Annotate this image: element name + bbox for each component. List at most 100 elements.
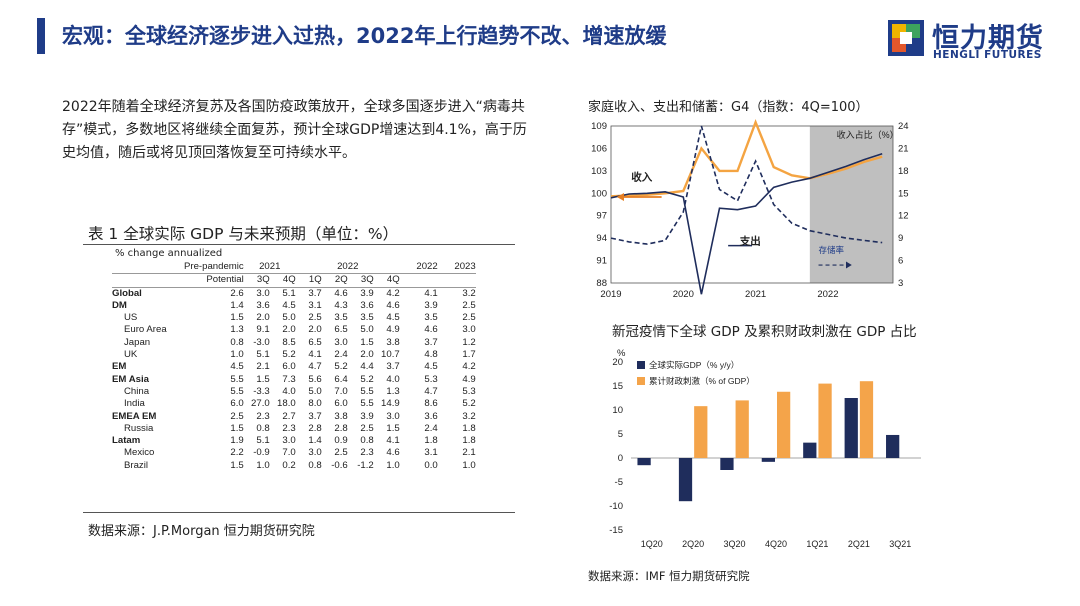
table-cell: 0.8 — [308, 459, 322, 471]
table-cell: 4.5 — [386, 312, 400, 324]
table-cell: 3.9 — [424, 299, 438, 311]
table-header-row-1: Pre-pandemic 2021 2022 2022 2023 — [112, 261, 476, 275]
table-row: EM Asia 5.5 1.5 7.3 5.6 6.4 5.2 4.0 5.3 4.9 — [112, 374, 476, 386]
chart1-title: 家庭收入、支出和储蓄：G4（指数：4Q=100） — [588, 100, 869, 115]
table-cell: 5.1 — [282, 287, 296, 299]
table-cell: 5.2 — [334, 361, 348, 373]
row-label: Global — [112, 287, 142, 299]
table-cell: 4.2 — [386, 287, 400, 299]
table-cell: 2.1 — [256, 361, 270, 373]
y-right-tick-label: 24 — [898, 121, 909, 132]
legend-swatch — [637, 377, 645, 385]
table-cell: 2.5 — [462, 312, 476, 324]
table-cell: 0.0 — [424, 459, 438, 471]
table-title: 表 1 全球实际 GDP 与未来预期（单位：%） — [88, 225, 399, 243]
table-cell: 3.6 — [424, 410, 438, 422]
bar-fiscal-2Q20 — [694, 406, 708, 458]
bar-gdp-3Q20 — [720, 458, 734, 470]
table-cell: 4.4 — [360, 361, 374, 373]
table-row: China 5.5 -3.3 4.0 5.0 7.0 5.5 1.3 4.7 5.3 — [112, 386, 476, 398]
table-cell: 6.4 — [334, 373, 348, 385]
row-label: Latam — [112, 435, 141, 447]
table-cell: 2.5 — [230, 410, 244, 422]
table-cell: 4.6 — [334, 287, 348, 299]
row-label: India — [124, 398, 145, 410]
y-right-tick-label: 6 — [898, 256, 903, 267]
row-label: Brazil — [124, 459, 148, 471]
table-cell: 2.3 — [282, 422, 296, 434]
table-cell: -3.0 — [253, 336, 270, 348]
table-cell: 3.5 — [360, 312, 374, 324]
bar-gdp-1Q21 — [803, 442, 817, 458]
table-cell: 2.0 — [282, 324, 296, 336]
y-left-tick-label: 103 — [591, 166, 607, 177]
y-tick-label: -10 — [609, 501, 623, 512]
table-row: UK 1.0 5.1 5.2 4.1 2.4 2.0 10.7 4.8 1.7 — [112, 349, 476, 361]
intro-paragraph: 2022年随着全球经济复苏及各国防疫政策放开，全球多国逐步进入“病毒共存”模式，… — [62, 99, 527, 161]
table-cell: 10.7 — [381, 349, 400, 361]
y-tick-label: 0 — [618, 453, 623, 464]
table-cell: 4.5 — [230, 361, 244, 373]
table-cell: 1.2 — [462, 336, 476, 348]
table-bottom-rule — [83, 512, 515, 513]
household-income-chart: 88 91 94 97 100 103 106 109 3 6 9 12 15 18 21 24 2019 202… — [591, 118, 909, 300]
table-cell: 1.5 — [230, 312, 244, 324]
table-cell: 1.8 — [462, 435, 476, 447]
table-cell: 1.5 — [230, 422, 244, 434]
bar-gdp-2Q20 — [678, 458, 693, 502]
header-3q-2022: 3Q — [347, 273, 374, 288]
header-2021: 2021 — [243, 261, 296, 275]
table-cell: 3.9 — [360, 410, 374, 422]
table-cell: 6.0 — [282, 361, 296, 373]
y-left-tick-label: 88 — [596, 278, 607, 289]
table-cell: -1.2 — [357, 459, 374, 471]
table-cell: 5.3 — [462, 385, 476, 397]
table-cell: 2.0 — [360, 349, 374, 361]
x-tick-label: 2Q21 — [848, 539, 870, 549]
table-cell: 8.6 — [424, 398, 438, 410]
forecast-shaded-region — [809, 126, 893, 283]
table-cell: 3.0 — [462, 324, 476, 336]
x-tick-label: 2021 — [745, 289, 766, 300]
legend-label: 全球实际GDP（% y/y） — [649, 360, 739, 370]
y-left-tick-label: 109 — [591, 121, 607, 132]
header-4q-2022: 4Q — [373, 273, 400, 288]
table-cell: 2.4 — [424, 422, 438, 434]
table-cell: 5.0 — [308, 385, 322, 397]
table-cell: 1.4 — [308, 435, 322, 447]
table-row: India 6.0 27.0 18.0 8.0 6.0 5.5 14.9 8.6 5.2 — [112, 398, 476, 410]
legend-swatch — [637, 361, 645, 369]
table-cell: 7.0 — [334, 385, 348, 397]
table-source: 数据来源：J.P.Morgan 恒力期货研究院 — [88, 524, 315, 539]
hengli-logo-icon — [888, 20, 924, 56]
table-cell: 5.6 — [308, 373, 322, 385]
table-cell: 2.4 — [334, 349, 348, 361]
y-left-tick-label: 97 — [596, 211, 607, 222]
table-cell: 18.0 — [277, 398, 296, 410]
table-cell: 5.0 — [282, 312, 296, 324]
logo-text-cn: 恒力期货 — [932, 23, 1044, 54]
annotation-saving-rate: 存储率 — [819, 245, 845, 255]
y-right-tick-label: 9 — [898, 233, 903, 244]
table-cell: 4.2 — [462, 361, 476, 373]
table-cell: 3.2 — [462, 410, 476, 422]
header-2023-annual: 2023 — [437, 261, 476, 275]
table-cell: 4.0 — [386, 373, 400, 385]
table-cell: 4.6 — [386, 447, 400, 459]
table-cell: 27.0 — [251, 398, 270, 410]
table-cell: 0.8 — [256, 422, 270, 434]
annotation-income: 收入 — [631, 171, 652, 184]
table-cell: 3.7 — [424, 336, 438, 348]
table-cell: 1.0 — [256, 459, 270, 471]
table-cell: 0.9 — [334, 435, 348, 447]
table-cell: -0.6 — [331, 459, 348, 471]
table-cell: 3.0 — [334, 336, 348, 348]
header-1q-2022: 1Q — [295, 273, 322, 288]
table-row: Latam 1.9 5.1 3.0 1.4 0.9 0.8 4.1 1.8 1.8 — [112, 435, 476, 447]
table-cell: 7.0 — [282, 447, 296, 459]
table-cell: 2.5 — [334, 447, 348, 459]
table-cell: 6.0 — [230, 398, 244, 410]
y-tick-label: 5 — [618, 429, 623, 440]
x-tick-label: 3Q20 — [724, 539, 746, 549]
table-cell: 5.5 — [230, 385, 244, 397]
